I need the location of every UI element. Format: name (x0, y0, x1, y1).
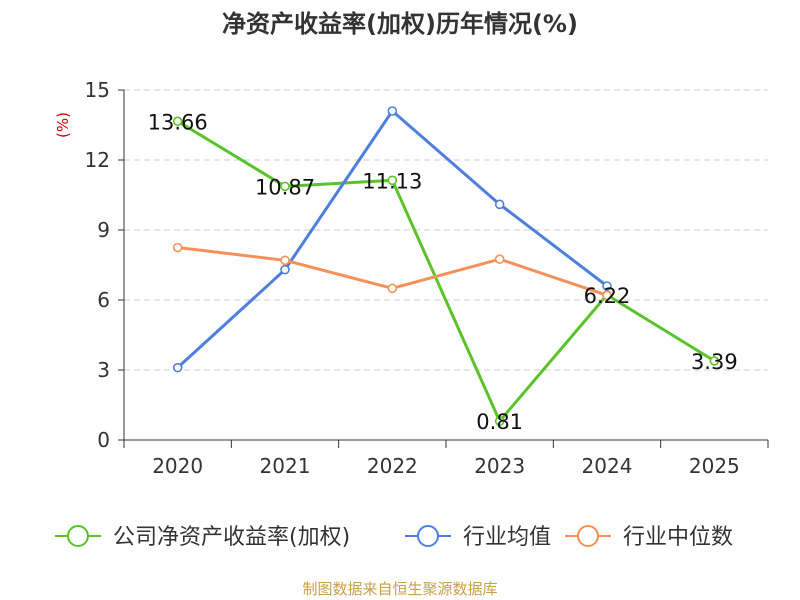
y-tick-label-0: 0 (97, 428, 110, 452)
data-point-2-1 (280, 255, 290, 266)
data-label-0-0: 13.66 (148, 110, 208, 134)
series-2 (172, 242, 612, 301)
y-tick-label-1: 3 (97, 358, 110, 382)
data-point-0-2 (387, 175, 398, 186)
series-1 (172, 106, 612, 373)
legend-item-0[interactable]: 公司净资产收益率(加权) (55, 525, 350, 550)
source-note: 制图数据来自恒生聚源数据库 (302, 580, 497, 598)
legend-label-1: 行业均值 (463, 525, 551, 550)
data-point-2-4 (602, 290, 612, 301)
x-tick-label-1: 2021 (260, 454, 311, 478)
data-labels: 13.66 10.87 11.13 0.81 6.22 3.39 (148, 110, 738, 434)
legend-marker-0 (67, 525, 89, 547)
series-0 (172, 116, 720, 426)
data-point-2-3 (494, 254, 505, 264)
x-tick-label-0: 2020 (152, 454, 203, 478)
data-label-0-1: 10.87 (255, 175, 315, 199)
x-tick-label-2: 2022 (367, 454, 418, 478)
chart-title: 净资产收益率(加权)历年情况(%) (222, 10, 578, 38)
data-point-1-0 (172, 362, 183, 373)
data-point-1-3 (494, 199, 505, 210)
data-point-0-3 (494, 416, 505, 426)
legend-item-2[interactable]: 行业中位数 (565, 525, 733, 550)
data-label-0-3: 0.81 (476, 410, 523, 434)
y-tick-label-3: 9 (97, 218, 110, 242)
x-tick-label-4: 2024 (582, 454, 633, 478)
data-point-0-1 (280, 181, 290, 192)
data-point-2-2 (387, 283, 398, 294)
legend-label-2: 行业中位数 (623, 525, 733, 550)
data-point-1-1 (280, 264, 290, 275)
data-label-0-2: 11.13 (362, 169, 422, 193)
data-point-1-2 (387, 106, 398, 116)
data-point-2-0 (172, 242, 183, 253)
series-layer (172, 106, 720, 426)
legend-marker-2 (577, 525, 599, 547)
series-line-0 (176, 119, 716, 423)
axes: 0 3 6 9 12 15 2020 2021 2022 2023 2024 2025 (85, 78, 769, 478)
y-axis-label: (%) (54, 112, 72, 138)
data-point-0-0 (172, 116, 183, 127)
data-label-0-4: 6.22 (584, 284, 631, 308)
x-tick-label-5: 2025 (689, 454, 740, 478)
series-line-1 (176, 109, 608, 369)
data-point-0-5 (709, 356, 720, 366)
legend: 公司净资产收益率(加权) 行业均值 行业中位数 (55, 525, 733, 550)
data-point-1-4 (602, 281, 612, 291)
x-tick-label-3: 2023 (474, 454, 525, 478)
legend-label-0: 公司净资产收益率(加权) (113, 525, 350, 550)
legend-item-1[interactable]: 行业均值 (405, 525, 551, 550)
y-tick-label-2: 6 (97, 288, 110, 312)
legend-marker-1 (417, 525, 439, 547)
y-tick-label-4: 12 (85, 148, 110, 172)
data-label-0-5: 3.39 (691, 350, 738, 374)
y-tick-label-5: 15 (85, 78, 110, 102)
